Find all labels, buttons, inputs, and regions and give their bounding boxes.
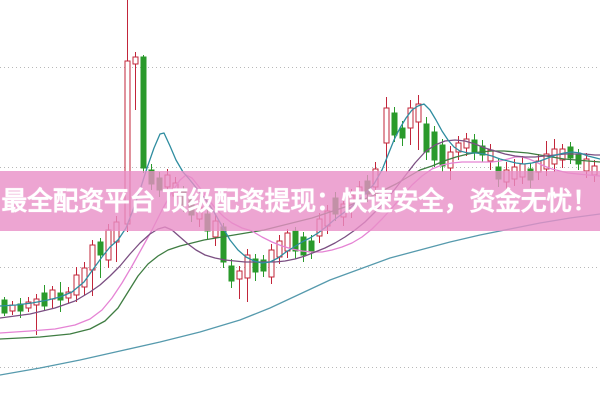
ma-lines	[0, 103, 600, 376]
candle-up	[415, 103, 422, 123]
candle-down	[399, 127, 406, 139]
candle-down	[471, 139, 478, 154]
candle-down	[1, 299, 8, 314]
candle-up	[383, 107, 390, 144]
candle-up	[268, 249, 275, 278]
candle-up	[81, 267, 88, 288]
candle-up	[463, 138, 470, 149]
ma-purple	[0, 139, 600, 319]
candle-up	[73, 274, 80, 296]
ma-pink	[0, 156, 600, 334]
candle-up	[25, 301, 32, 309]
candles	[1, 0, 598, 335]
candle-up	[455, 142, 462, 153]
candle-up	[244, 254, 251, 279]
candle-down	[423, 123, 430, 153]
candle-down	[140, 56, 147, 169]
candle-up	[407, 107, 414, 129]
candle-up	[276, 240, 283, 258]
candle-down	[479, 145, 486, 156]
candle-down	[260, 259, 267, 272]
candle-up	[105, 229, 112, 261]
candle-up	[89, 244, 96, 271]
candle-down	[391, 112, 398, 136]
candle-down	[439, 144, 446, 167]
candle-up	[236, 270, 243, 280]
candle-down	[292, 230, 299, 252]
candle-up	[132, 56, 139, 65]
candle-down	[41, 292, 48, 307]
candle-up	[543, 153, 550, 170]
candle-down	[228, 265, 235, 282]
ma-slow-lightblue	[0, 213, 600, 376]
candle-up	[49, 289, 56, 300]
candle-down	[300, 236, 307, 256]
candle-down	[252, 258, 259, 273]
promo-banner-text: 最全配资平台 顶级配资提现：快速安全，资金无忧！	[1, 186, 599, 216]
candle-down	[308, 240, 315, 253]
candle-down	[575, 153, 582, 165]
candle-down	[97, 241, 104, 256]
promo-banner: 最全配资平台 顶级配资提现：快速安全，资金无忧！	[0, 171, 600, 231]
